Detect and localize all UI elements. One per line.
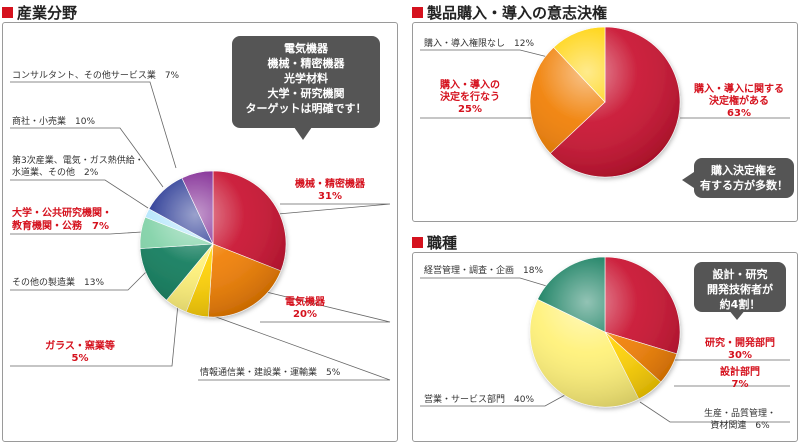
- industry-label-consult: コンサルタント、その他サービス業 7%: [12, 71, 180, 81]
- industry-label-other-mfg: その他の製造業 13%: [12, 278, 105, 288]
- job-callout-line-1: 設計・研究: [712, 268, 768, 281]
- red-square-icon: [2, 7, 13, 18]
- job-label-rd-1: 研究・開発部門: [705, 338, 775, 349]
- purchase-callout: 購入決定権を 有する方が多数！: [694, 158, 794, 198]
- industry-callout-line-4: 大学・研究機関: [267, 87, 345, 100]
- purchase-callout-tail: [682, 172, 694, 188]
- industry-label-tertiary-1: 第3次産業、電気・ガス熱供給・: [12, 156, 144, 166]
- purchase-pie-gloss: [530, 27, 680, 177]
- industry-callout: 電気機器 機械・精密機器 光学材料 大学・研究機関 ターゲットは明確です！: [232, 36, 380, 128]
- purchase-pie: [529, 26, 681, 178]
- industry-callout-line-3: 光学材料: [284, 72, 328, 85]
- job-label-rd-2: 30%: [728, 350, 752, 361]
- industry-label-elec-1: 電気機器: [285, 297, 325, 308]
- job-callout-line-2: 開発技術者が: [707, 283, 773, 296]
- industry-label-trade: 商社・小売業 10%: [12, 117, 96, 127]
- industry-label-info: 情報通信業・建設業・運輸業 5%: [200, 368, 341, 378]
- industry-label-univ-2: 教育機関・公務 7%: [12, 221, 109, 232]
- industry-label-mach-2: 31%: [318, 191, 342, 202]
- industry-label-glass-2: 5%: [71, 353, 89, 364]
- job-label-sales: 営業・サービス部門 40%: [424, 395, 535, 405]
- industry-label-glass-1: ガラス・窯業等: [45, 341, 115, 352]
- job-label-design-1: 設計部門: [720, 367, 760, 378]
- job-title-text: 職種: [427, 234, 458, 252]
- job-section-title: 職種: [412, 232, 457, 253]
- industry-label-univ-1: 大学・公共研究機関・: [12, 208, 112, 219]
- job-callout: 設計・研究 開発技術者が 約4割！: [694, 262, 786, 312]
- purchase-section-title: 製品購入・導入の意志決権: [412, 2, 607, 23]
- purchase-callout-line-2: 有する方が多数！: [700, 179, 788, 192]
- industry-title-text: 産業分野: [17, 4, 78, 22]
- industry-label-elec-2: 20%: [293, 309, 317, 320]
- industry-callout-line-5: ターゲットは明確です！: [245, 102, 367, 115]
- industry-label-tertiary-2: 水道業、その他 2%: [12, 168, 99, 178]
- industry-section-title: 産業分野: [2, 2, 77, 23]
- purchase-label-auth-2: 決定権がある: [709, 96, 769, 107]
- industry-callout-line-2: 機械・精密機器: [267, 57, 345, 70]
- job-label-mgmt: 経営管理・調査・企画 18%: [424, 266, 544, 276]
- job-label-prod-1: 生産・品質管理・: [703, 409, 776, 419]
- industry-callout-tail: [294, 127, 312, 140]
- purchase-title-text: 製品購入・導入の意志決権: [427, 4, 608, 22]
- job-pie: [529, 256, 681, 408]
- industry-callout-line-1: 電気機器: [284, 42, 328, 55]
- job-callout-line-3: 約4割！: [719, 298, 761, 311]
- red-square-icon: [412, 237, 423, 248]
- job-label-design-2: 7%: [731, 379, 749, 390]
- purchase-label-decide-2: 決定を行なう: [440, 92, 500, 103]
- red-square-icon: [412, 7, 423, 18]
- industry-label-mach-1: 機械・精密機器: [295, 179, 365, 190]
- purchase-label-none: 購入・導入権限なし 12%: [424, 39, 535, 49]
- job-label-prod-2: 資材関連 6%: [710, 421, 770, 431]
- purchase-callout-line-1: 購入決定権を: [711, 164, 777, 177]
- industry-pie: [139, 170, 287, 318]
- industry-pie-gloss: [140, 171, 286, 317]
- purchase-label-decide-3: 25%: [458, 104, 482, 115]
- purchase-label-auth-3: 63%: [727, 108, 751, 119]
- purchase-label-auth-1: 購入・導入に関する: [694, 84, 784, 95]
- purchase-label-decide-1: 購入・導入の: [440, 80, 500, 91]
- job-pie-gloss: [530, 257, 680, 407]
